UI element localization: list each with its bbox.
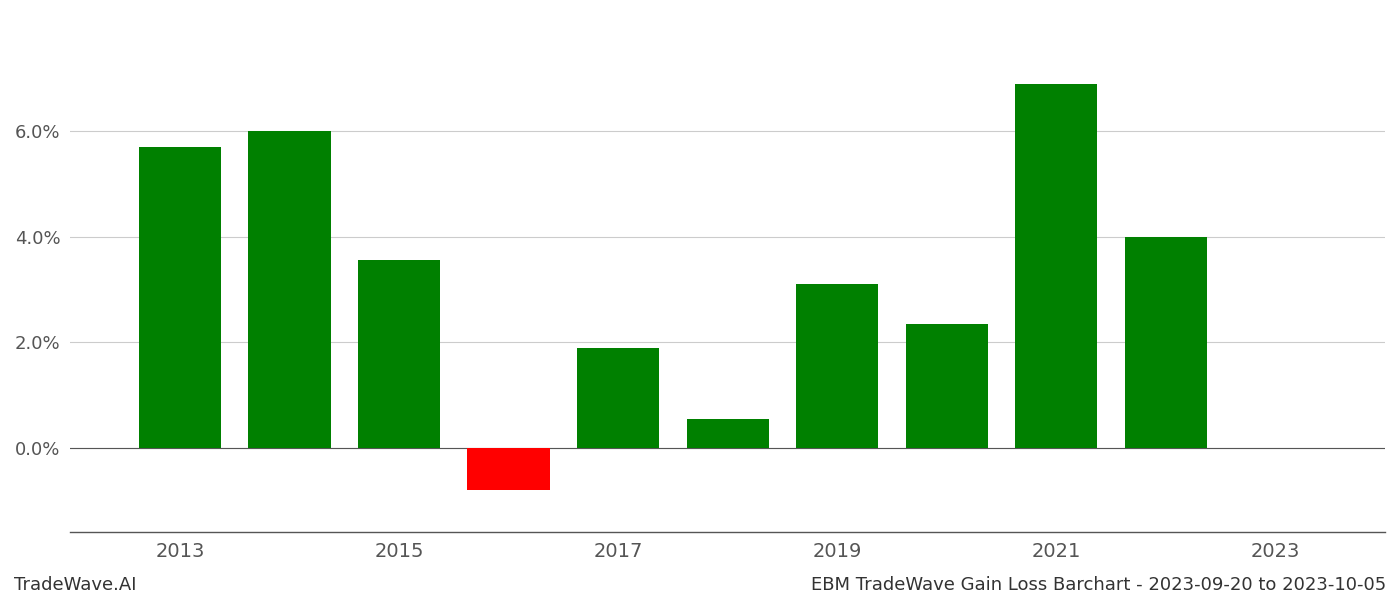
Bar bbox=[139, 147, 221, 448]
Bar bbox=[468, 448, 550, 490]
Bar bbox=[1124, 236, 1207, 448]
Text: EBM TradeWave Gain Loss Barchart - 2023-09-20 to 2023-10-05: EBM TradeWave Gain Loss Barchart - 2023-… bbox=[811, 576, 1386, 594]
Bar bbox=[686, 419, 769, 448]
Text: TradeWave.AI: TradeWave.AI bbox=[14, 576, 137, 594]
Bar bbox=[1015, 83, 1098, 448]
Bar bbox=[248, 131, 330, 448]
Bar bbox=[797, 284, 878, 448]
Bar bbox=[906, 324, 988, 448]
Bar bbox=[358, 260, 440, 448]
Bar bbox=[577, 347, 659, 448]
